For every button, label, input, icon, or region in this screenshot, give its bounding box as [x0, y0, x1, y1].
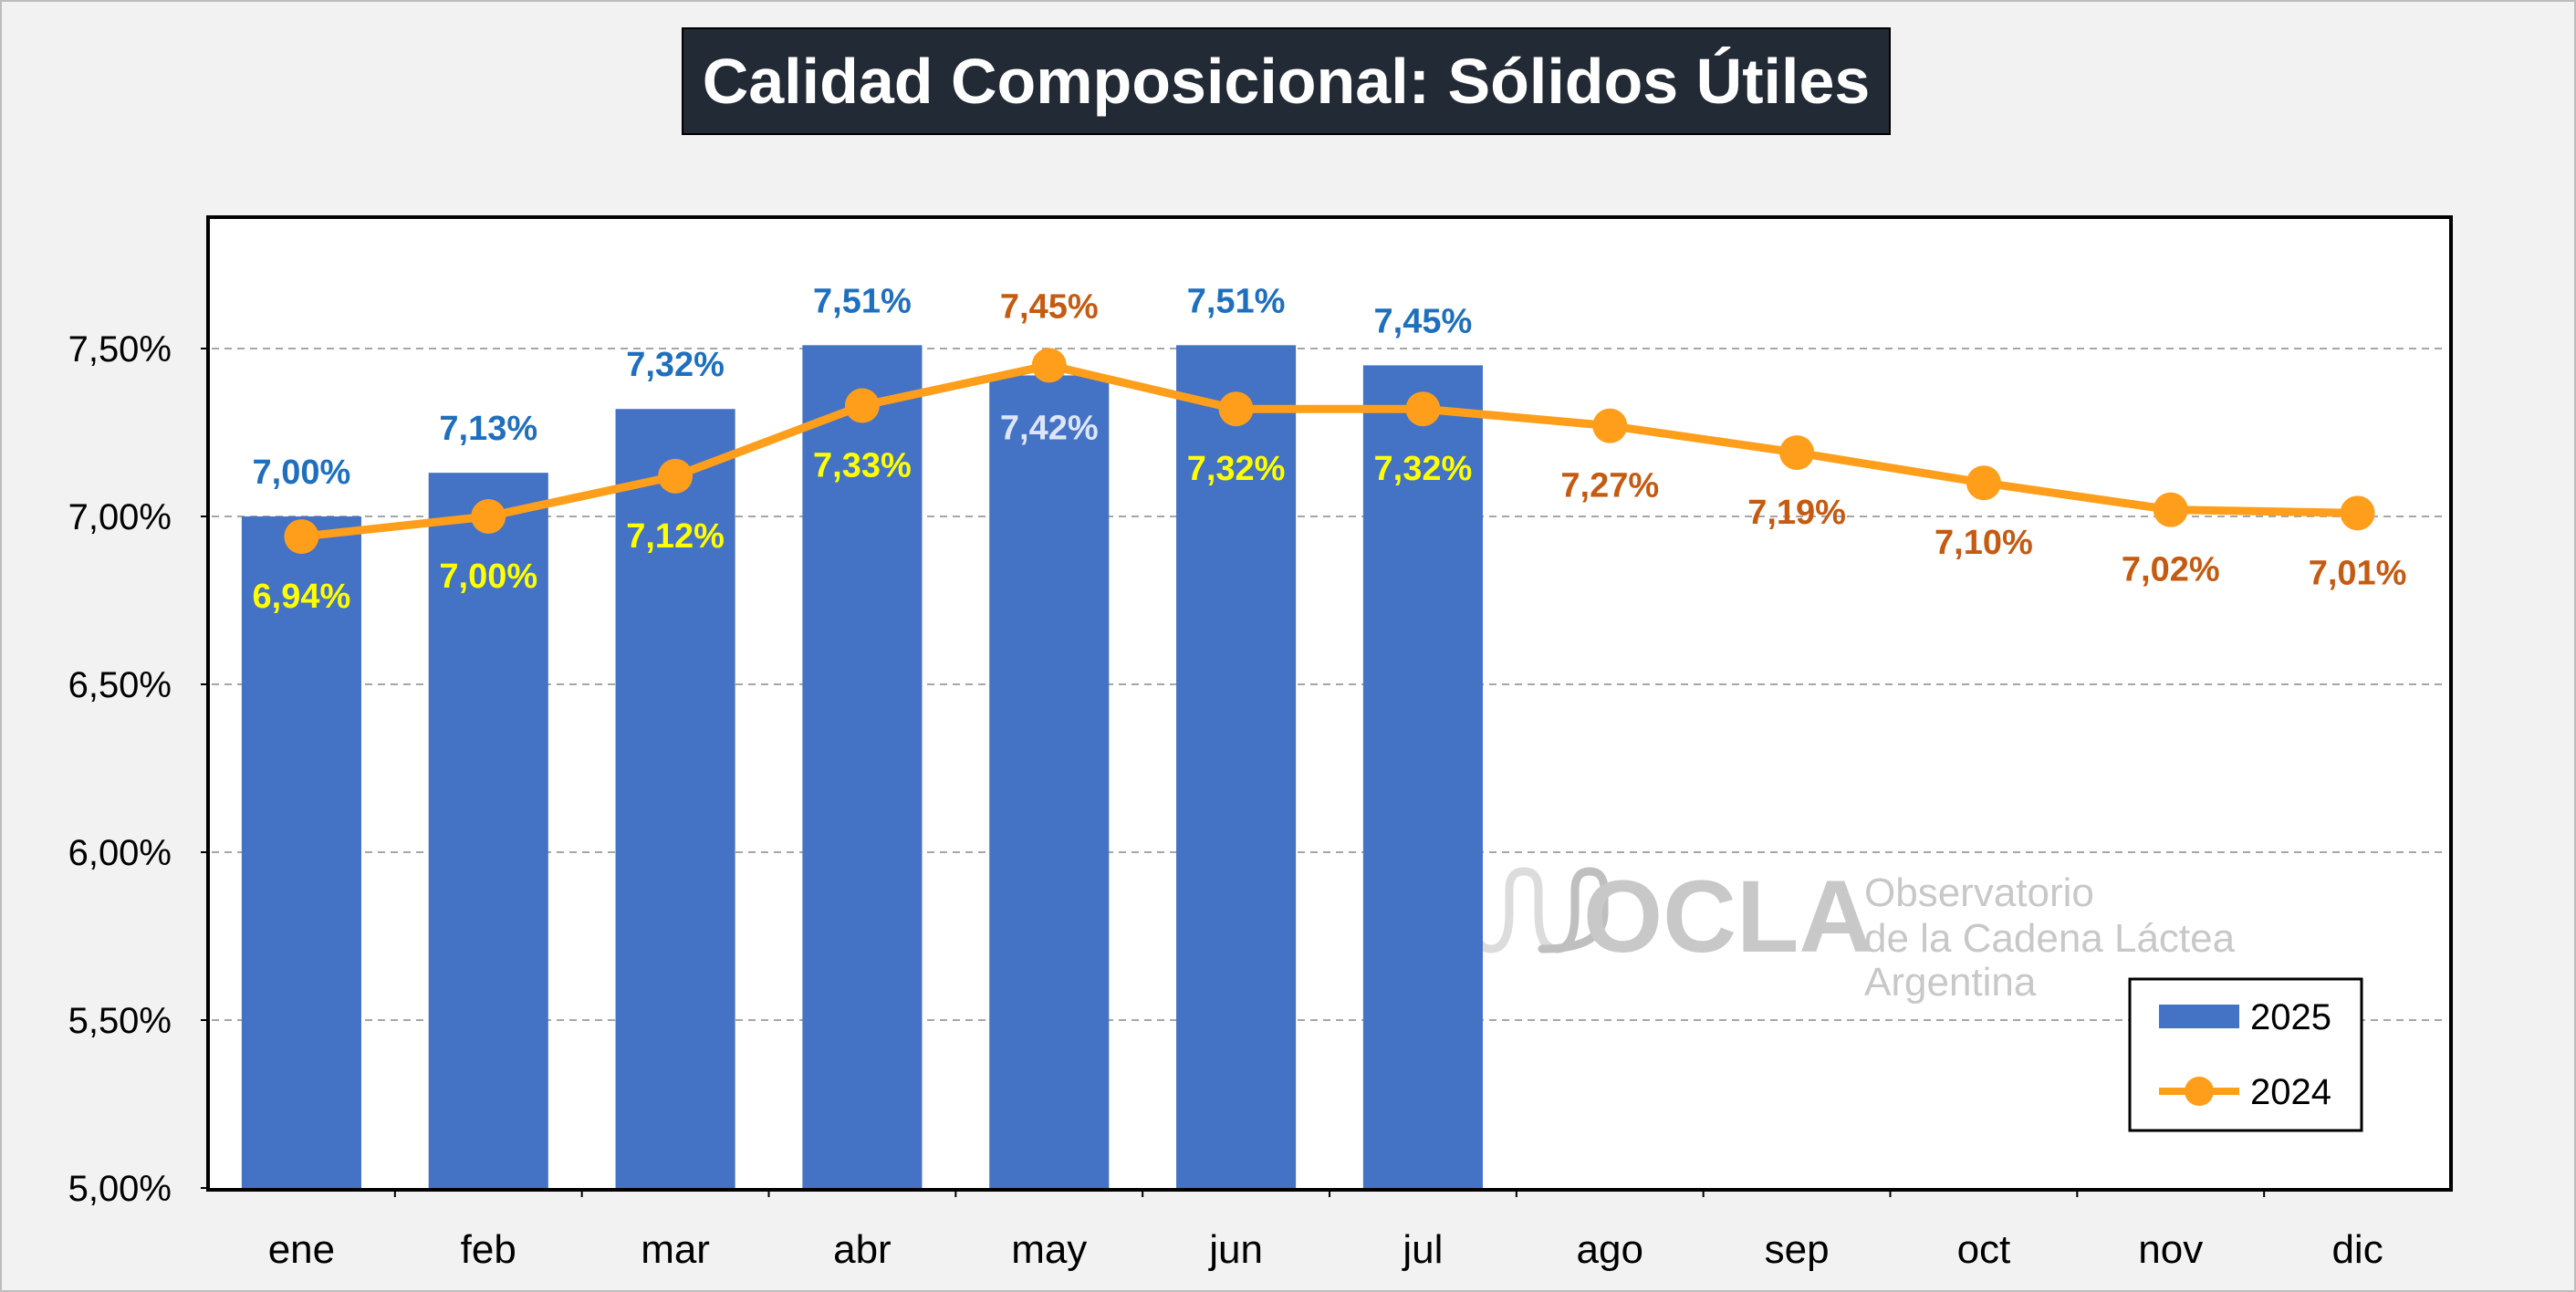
- line-data-label: 7,27%: [1560, 467, 1659, 505]
- point-2024: [845, 389, 880, 423]
- point-2024: [1032, 348, 1067, 382]
- line-data-label: 7,10%: [1935, 524, 2033, 562]
- point-2024: [658, 459, 693, 494]
- x-tick-label: dic: [2331, 1227, 2383, 1272]
- point-2024: [1779, 435, 1814, 470]
- line-data-label: 7,32%: [1187, 450, 1286, 488]
- point-2024: [1966, 465, 2001, 500]
- watermark-line2: de la Cadena Láctea: [1864, 916, 2236, 961]
- x-tick-label: mar: [641, 1227, 710, 1272]
- y-tick-label: 6,50%: [68, 665, 172, 705]
- line-data-label: 7,01%: [2309, 554, 2407, 592]
- watermark-line3: Argentina: [1864, 960, 2037, 1005]
- line-data-label: 7,32%: [1374, 450, 1473, 488]
- x-tick-label: nov: [2138, 1227, 2203, 1272]
- bar-data-label: 7,51%: [813, 282, 912, 320]
- bar-data-label: 7,42%: [1000, 409, 1099, 447]
- x-tick-label: may: [1011, 1227, 1087, 1272]
- x-tick-label: abr: [833, 1227, 892, 1272]
- x-tick-label: ene: [268, 1227, 335, 1272]
- y-tick-label: 6,00%: [68, 833, 172, 873]
- legend-swatch-2025: [2159, 1005, 2239, 1028]
- legend-label-2024: 2024: [2250, 1072, 2331, 1112]
- y-tick-label: 5,50%: [68, 1001, 172, 1041]
- bar-data-label: 7,00%: [253, 453, 351, 492]
- point-2024: [471, 499, 506, 534]
- line-data-label: 7,33%: [813, 447, 912, 485]
- point-2024: [1592, 409, 1627, 443]
- point-2024: [1219, 391, 1254, 426]
- bar-2025: [242, 516, 361, 1188]
- legend-marker-2024: [2185, 1077, 2214, 1106]
- x-tick-label: sep: [1765, 1227, 1830, 1272]
- x-tick-label: jun: [1207, 1227, 1263, 1272]
- bar-data-label: 7,51%: [1187, 282, 1286, 320]
- chart-svg: 5,00% 5,50% 6,00% 6,50% 7,00% 7,50% ene feb mar…: [0, 0, 2576, 1292]
- line-data-label: 6,94%: [253, 578, 351, 616]
- bar-2025: [1363, 365, 1483, 1188]
- y-tick-label: 7,00%: [68, 497, 172, 537]
- x-tick-label: oct: [1957, 1227, 2011, 1272]
- legend-label-2025: 2025: [2250, 997, 2331, 1037]
- line-data-label: 7,45%: [1000, 287, 1099, 326]
- bar-data-label: 7,32%: [626, 346, 725, 384]
- point-2024: [2154, 493, 2188, 527]
- x-tick-label: feb: [461, 1227, 516, 1272]
- bar-data-label: 7,45%: [1374, 302, 1473, 340]
- point-2024: [1405, 391, 1440, 426]
- y-tick-label: 7,50%: [68, 329, 172, 370]
- bar-2025: [989, 375, 1109, 1188]
- x-axis: ene feb mar abr may jun jul ago sep oct nov dic: [268, 1188, 2383, 1272]
- point-2024: [2341, 495, 2375, 530]
- legend: 2025 2024: [2130, 979, 2362, 1130]
- line-data-label: 7,19%: [1747, 494, 1846, 532]
- bar-data-label: 7,13%: [439, 410, 537, 448]
- line-data-label: 7,00%: [439, 557, 537, 596]
- y-axis: 5,00% 5,50% 6,00% 6,50% 7,00% 7,50%: [68, 329, 208, 1209]
- point-2024: [284, 519, 318, 554]
- x-tick-label: ago: [1577, 1227, 1643, 1272]
- y-tick-label: 5,00%: [68, 1169, 172, 1209]
- line-data-label: 7,12%: [626, 517, 725, 556]
- x-tick-label: jul: [1401, 1227, 1443, 1272]
- watermark-line1: Observatorio: [1864, 870, 2094, 915]
- line-data-label: 7,02%: [2122, 551, 2220, 589]
- watermark-logo: OCLA: [1583, 860, 1872, 974]
